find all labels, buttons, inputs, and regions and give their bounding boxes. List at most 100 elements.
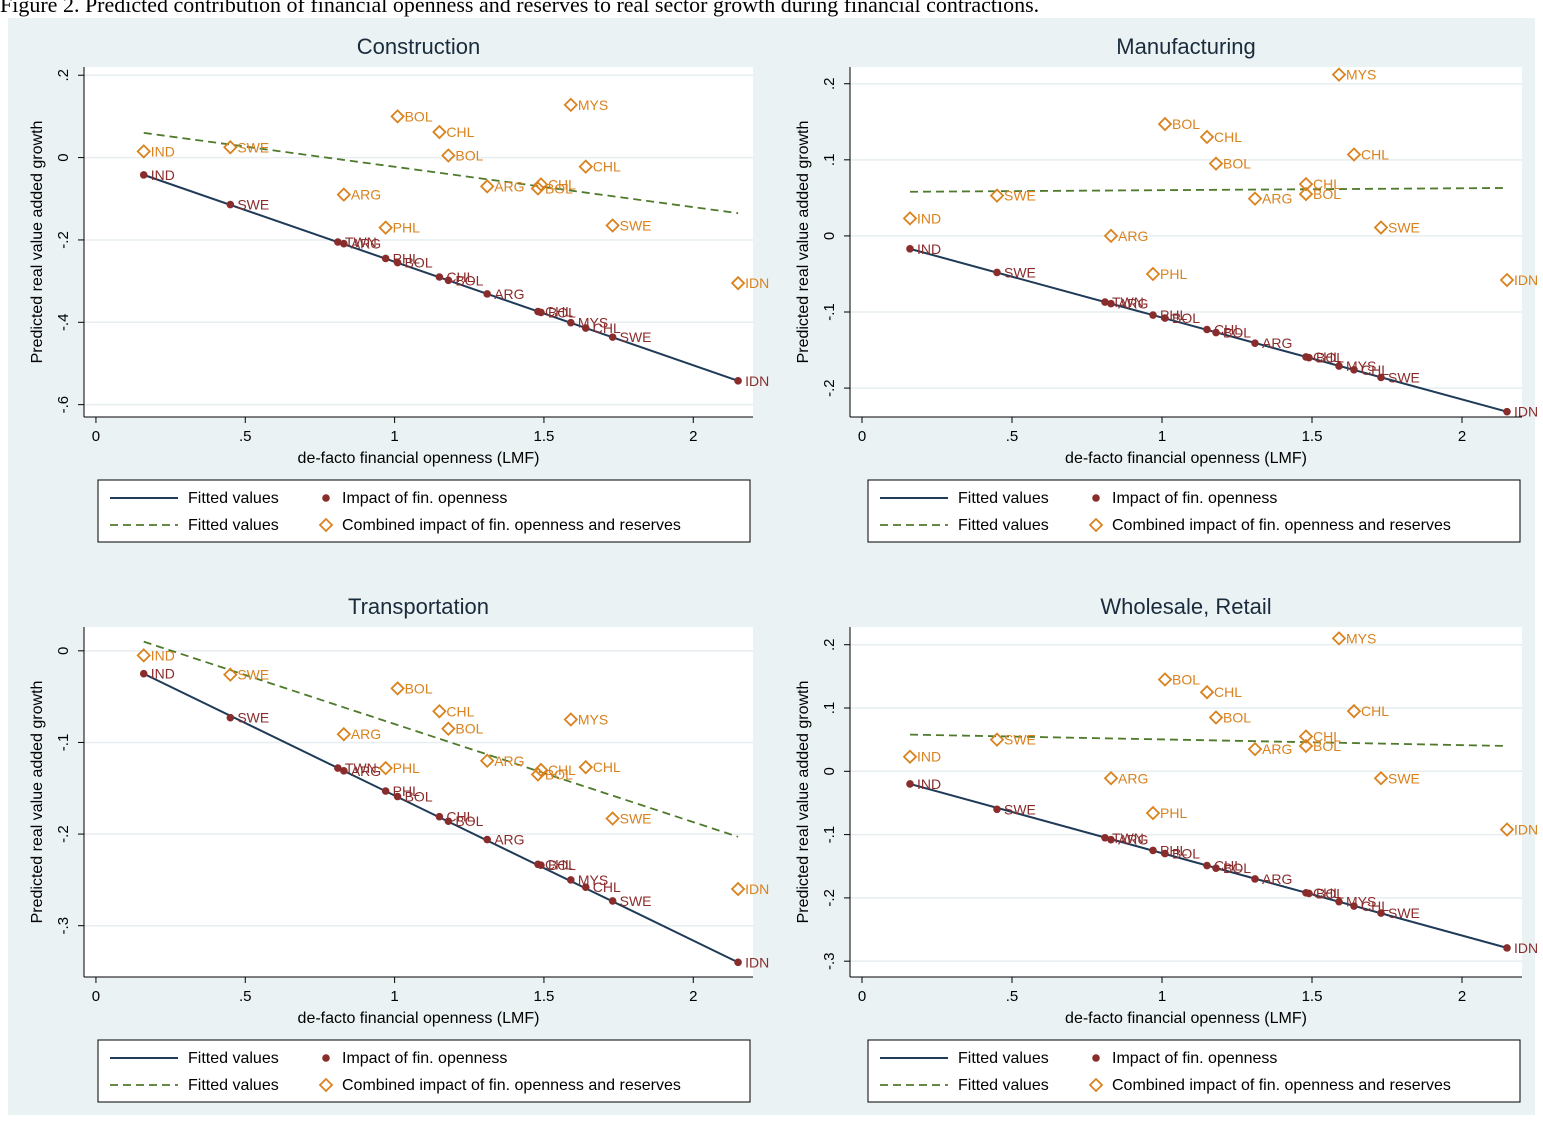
legend-entry: Combined impact of fin. openness and res… [1112,517,1451,534]
x-tick-label: 1.5 [534,428,555,445]
combined-point-label: IDN [745,881,769,897]
combined-impact-point [1157,116,1173,132]
y-tick-label: -.4 [55,314,72,332]
combined-impact-point [989,188,1005,203]
impact-point [993,268,1001,277]
figure-caption: Figure 2. Predicted contribution of fina… [0,0,1040,17]
impact-point-label: CHL [545,856,573,872]
impact-point-label: ARG [1262,335,1292,351]
impact-point-label: SWE [620,893,652,909]
legend-entry: Combined impact of fin. openness and res… [1112,1077,1451,1094]
combined-impact-point [479,179,495,194]
y-tick-label: -.2 [55,231,72,249]
combined-point-label: CHL [446,703,474,719]
combined-impact-point [336,187,352,202]
combined-point-label: IDN [1514,272,1538,288]
combined-point-label: ARG [494,178,524,194]
legend-entry: Fitted values [188,517,279,534]
combined-impact-point [1199,129,1215,145]
combined-impact-point [441,721,456,736]
impact-point [537,861,545,870]
impact-point [393,258,402,267]
combined-impact-point [530,767,546,782]
impact-point-label: BOL [455,813,483,829]
impact-point-label: CHL [446,269,474,285]
x-tick-label: 0 [858,428,866,445]
impact-point-label: BOL [405,789,433,805]
x-tick-label: 2 [689,988,697,1005]
impact-point [1251,875,1259,883]
x-tick-label: 1.5 [1302,988,1323,1005]
combined-impact-point [1208,710,1224,725]
impact-point [1305,889,1313,898]
x-tick-label: 1 [390,428,398,445]
impact-point [340,239,348,248]
impact-point [226,200,235,209]
fitted-line-combined [143,131,739,215]
impact-point-label: IND [151,167,175,183]
impact-point-label: SWE [620,329,652,345]
x-tick-label: 0 [858,988,866,1005]
legend-box [867,1039,1521,1103]
plot-region [84,627,753,977]
impact-point-label: IDN [1514,404,1538,420]
combined-impact-point [605,811,620,826]
fitted-line-combined [909,187,1508,193]
x-tick-label: 2 [689,428,697,445]
legend-entry: Combined impact of fin. openness and res… [342,1077,681,1094]
impact-point [567,876,575,884]
combined-impact-point [1331,631,1347,646]
impact-point [139,669,148,678]
combined-impact-point [390,109,405,124]
combined-point-label: BOL [1172,116,1200,132]
plot-region [850,67,1522,417]
impact-point [1149,846,1157,855]
combined-point-label: IDN [745,275,769,291]
combined-impact-point [378,760,393,776]
combined-point-label: ARG [1262,741,1292,757]
combined-impact-point [578,159,594,174]
impact-point-label: BOL [1223,325,1251,341]
x-tick-label: 1 [390,988,398,1005]
y-tick-label: 0 [55,153,72,161]
impact-point-label: TWN [1112,830,1144,846]
impact-point-label: ARG [351,763,381,779]
x-tick-label: 1 [1158,428,1166,445]
x-tick-label: 1.5 [1302,428,1323,445]
legend-swatch-impact [322,494,330,502]
y-axis-title: Predicted real value added growth [795,681,812,924]
combined-point-label: MYS [578,97,608,113]
legend-entry: Impact of fin. openness [342,490,507,507]
combined-impact-point [1103,228,1119,244]
combined-impact-point [1208,156,1224,171]
combined-point-label: PHL [393,760,420,776]
combined-point-label: IDN [1514,822,1538,838]
impact-point-label: CHL [1313,349,1341,365]
impact-point-label: BOL [548,857,576,873]
impact-point-label: SWE [1388,369,1420,385]
x-tick-label: 1 [1158,988,1166,1005]
combined-point-label: CHL [1313,176,1341,192]
impact-point-label: IDN [745,373,769,389]
chart-title: Construction [357,34,481,59]
combined-point-label: ARG [1118,770,1148,786]
impact-point-label: BOL [1223,860,1251,876]
combined-point-label: BOL [1313,186,1341,202]
combined-point-label: CHL [1214,129,1242,145]
fitted-line-combined [143,640,739,838]
combined-impact-point [1103,770,1119,786]
combined-point-label: CHL [548,762,576,778]
x-tick-label: .5 [239,988,252,1005]
impact-point-label: BOL [1172,310,1200,326]
legend-swatch-combined [318,1077,334,1093]
combined-point-label: CHL [593,159,621,175]
impact-point [581,324,590,332]
impact-point [1503,407,1511,416]
combined-point-label: PHL [1160,266,1187,282]
impact-point [1350,366,1358,374]
combined-point-label: SWE [1388,770,1420,786]
combined-point-label: SWE [1388,220,1420,236]
legend-swatch-combined [318,517,334,533]
x-tick-label: 2 [1458,428,1466,445]
chart-panel-3: Wholesale, Retail .2 .1 0 -.1 -.2 -.3 0 .5 1 1.5 2 d… [795,594,1538,1103]
